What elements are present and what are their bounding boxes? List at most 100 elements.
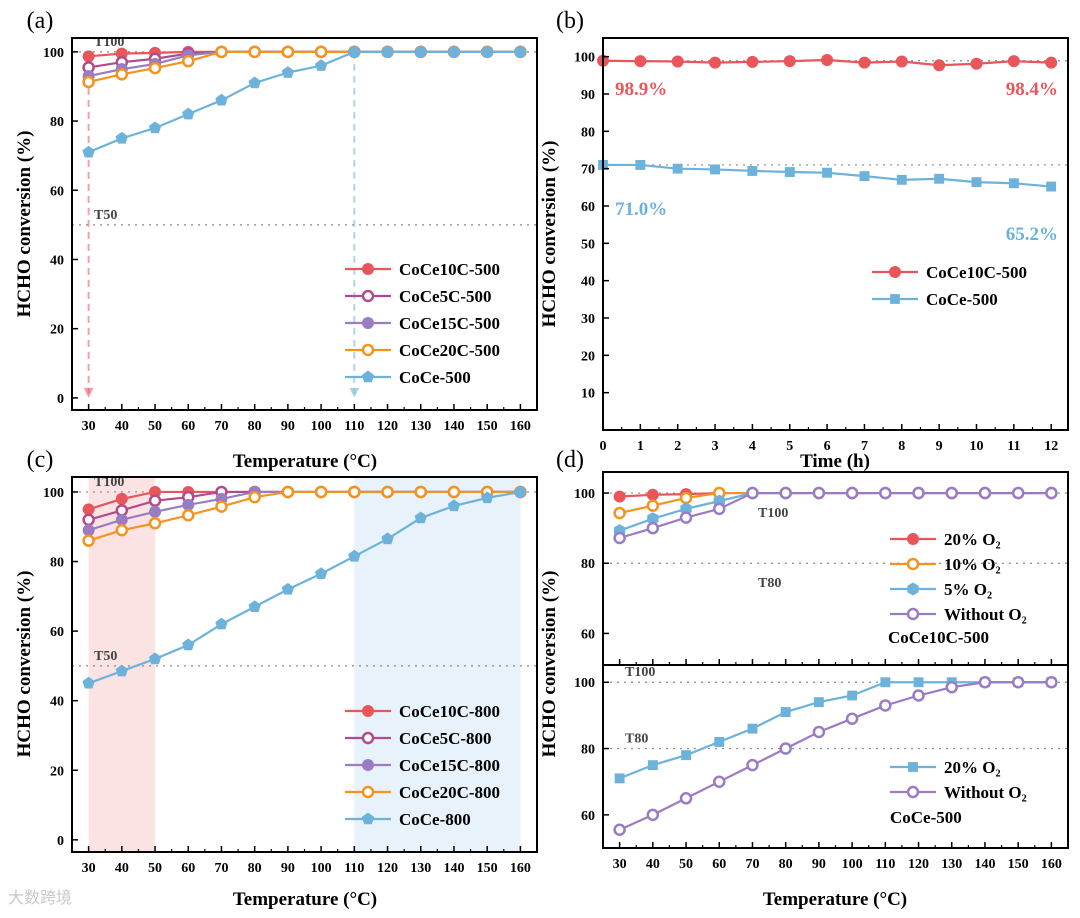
data-point xyxy=(281,485,295,499)
x-tick-label: 110 xyxy=(875,857,895,872)
x-tick-label: 12 xyxy=(1044,439,1058,454)
data-point xyxy=(679,511,693,524)
legend-marker xyxy=(362,705,374,717)
legend-item: CoCe10C-500 xyxy=(345,260,500,279)
legend-label: CoCe10C-800 xyxy=(399,702,500,721)
data-point xyxy=(182,498,195,511)
data-point xyxy=(713,502,726,516)
data-point xyxy=(934,173,945,184)
data-point xyxy=(414,485,427,499)
data-point xyxy=(115,523,129,537)
x-axis-title: Time (h) xyxy=(800,451,870,472)
data-point xyxy=(646,488,659,501)
data-point xyxy=(148,121,162,134)
data-point xyxy=(115,513,128,526)
data-point xyxy=(281,66,295,78)
data-point xyxy=(971,177,982,188)
data-point xyxy=(1045,675,1058,689)
x-tick-label: 80 xyxy=(248,419,262,434)
legend-marker xyxy=(906,607,920,621)
legend-marker xyxy=(362,317,374,329)
legend-label: CoCe5C-800 xyxy=(399,729,492,748)
x-tick-label: 120 xyxy=(377,419,398,434)
x-tick-label: 60 xyxy=(712,857,726,872)
series-CoCe-800 xyxy=(82,485,527,689)
data-point xyxy=(381,485,394,499)
data-point xyxy=(858,56,871,69)
data-point xyxy=(182,509,195,522)
data-point xyxy=(248,76,261,89)
legend-label: CoCe5C-500 xyxy=(399,287,492,306)
series-CoCe10C-500 xyxy=(597,54,1058,72)
x-tick-label: 50 xyxy=(148,861,162,876)
legend-item: CoCe20C-800 xyxy=(345,783,500,802)
data-point xyxy=(314,45,328,59)
legend-label: 10% O₂ xyxy=(944,555,1001,574)
x-tick-label: 140 xyxy=(443,861,464,876)
data-point xyxy=(933,59,946,72)
series-Without O₂ xyxy=(613,675,1058,837)
panel-label: (c) xyxy=(27,447,54,473)
legend-item: CoCe10C-800 xyxy=(345,702,500,721)
plot-frame xyxy=(602,37,1069,431)
panel-3: T100 T50 0 20 40 60 80 100 30 40 50 60 70 80 90 100 110 1… xyxy=(14,447,538,910)
legend-item: 20% O₂ xyxy=(890,758,1001,777)
legend-marker xyxy=(906,557,920,571)
legend-marker xyxy=(361,785,375,799)
data-point xyxy=(845,486,859,500)
legend-item: CoCe15C-500 xyxy=(345,314,500,333)
data-point xyxy=(746,55,759,68)
y-tick-label: 100 xyxy=(574,51,595,66)
reference-label: T100 xyxy=(758,506,788,521)
x-tick-label: 30 xyxy=(613,857,627,872)
y-tick-label: 100 xyxy=(574,487,595,502)
x-tick-label: 110 xyxy=(344,861,364,876)
y-tick-label: 30 xyxy=(581,312,595,327)
data-point xyxy=(447,45,461,58)
data-point xyxy=(634,55,647,68)
legend-item: CoCe-800 xyxy=(345,810,471,829)
data-point xyxy=(148,517,162,530)
data-point xyxy=(1045,486,1058,500)
x-tick-label: 1 xyxy=(637,439,644,454)
x-tick-label: 9 xyxy=(936,439,943,454)
y-tick-label: 20 xyxy=(50,323,64,338)
data-point xyxy=(845,712,859,725)
x-tick-label: 40 xyxy=(115,861,129,876)
legend-item: CoCe10C-500 xyxy=(872,263,1027,282)
data-point xyxy=(182,638,195,651)
data-point xyxy=(115,664,128,677)
data-point xyxy=(822,167,832,178)
data-point xyxy=(481,491,494,504)
legend-label: CoCe-500 xyxy=(926,290,998,309)
legend-item: CoCe15C-800 xyxy=(345,756,500,775)
x-tick-label: 6 xyxy=(824,439,831,454)
x-tick-label: 140 xyxy=(974,857,995,872)
value-annotation: 71.0% xyxy=(615,199,667,220)
data-point xyxy=(1011,675,1025,689)
data-point xyxy=(82,513,95,527)
data-point xyxy=(896,174,907,185)
x-tick-label: 30 xyxy=(82,861,96,876)
data-point xyxy=(215,45,228,59)
x-axis-title: Temperature (°C) xyxy=(233,451,377,472)
data-point xyxy=(713,775,726,788)
legend-label: Without O₂ xyxy=(944,783,1027,802)
data-point xyxy=(779,486,792,500)
plot-frame xyxy=(602,664,1069,849)
data-point xyxy=(646,521,660,535)
legend-label: CoCe10C-500 xyxy=(926,263,1027,282)
data-point xyxy=(647,760,658,771)
x-tick-label: 150 xyxy=(1008,857,1029,872)
data-point xyxy=(447,499,461,512)
data-point xyxy=(879,486,892,500)
legend-marker xyxy=(361,731,375,745)
panel-label: (a) xyxy=(27,8,54,34)
legend-item: CoCe20C-500 xyxy=(345,341,500,360)
data-point xyxy=(447,485,461,499)
legend-label: Without O₂ xyxy=(944,605,1027,624)
subplot-caption: CoCe10C-500 xyxy=(888,628,989,647)
data-point xyxy=(779,742,792,755)
legend-label: 20% O₂ xyxy=(944,758,1001,777)
